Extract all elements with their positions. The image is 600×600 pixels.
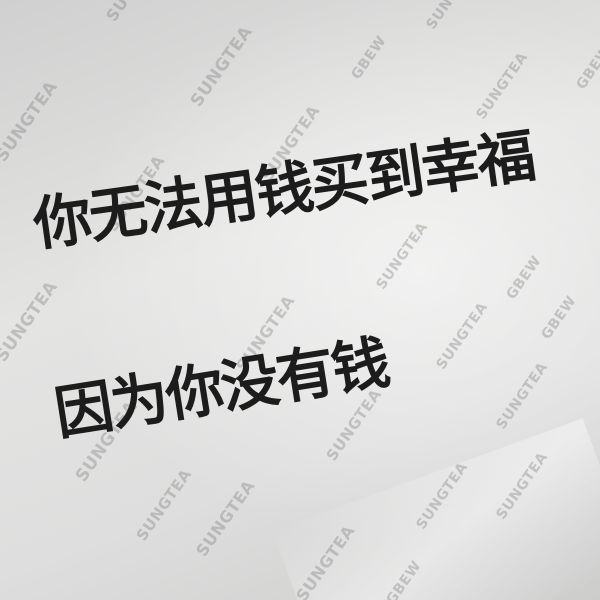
watermark: SUNGTEA (186, 22, 257, 111)
watermark: SUNGTEA (102, 0, 168, 25)
watermark: GBEW (503, 253, 545, 303)
watermark: SUNGTEA (473, 49, 532, 123)
watermark: SUNGTEA (373, 219, 432, 293)
paper-edge (272, 418, 600, 600)
watermark: GBEW (538, 293, 580, 343)
watermark: SUNGTEA (433, 299, 492, 373)
watermark: SUNGTEA (0, 77, 62, 166)
headline-line-2: 因为你没有钱 (50, 328, 393, 448)
watermark: GBEW (348, 33, 390, 83)
watermark: SUNGTEA (0, 277, 62, 366)
headline-line-1: 你无法用钱买到幸福 (29, 121, 538, 259)
watermark: SUNGTEA (192, 476, 259, 560)
watermark: SUNGTEA (493, 359, 552, 433)
watermark: SUNGTEA (423, 0, 481, 33)
watermark: GBEW (573, 43, 600, 93)
watermark: SUNGTEA (132, 465, 196, 545)
